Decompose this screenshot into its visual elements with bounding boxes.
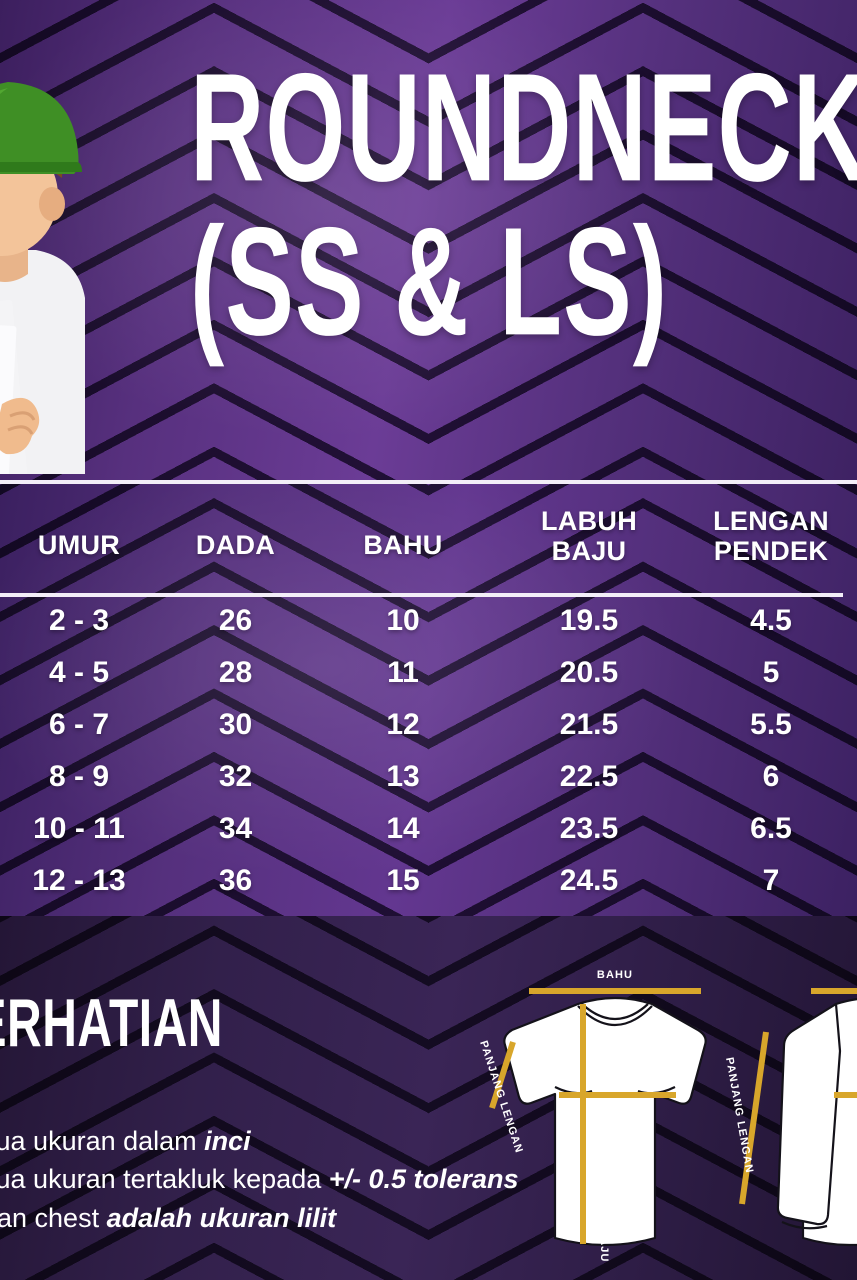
cell-labuh-baju: 20.5 <box>559 656 619 689</box>
cell-umur: 6 - 7 <box>48 708 110 741</box>
page-title: ROUNDNECK (SS & LS) <box>190 42 857 359</box>
cell-dada: 32 <box>218 760 253 793</box>
labuh-baju-measure-line <box>580 1004 586 1244</box>
column-header-bahu: BAHU <box>363 530 443 560</box>
mascot-illustration: z ak 2 <box>0 44 95 474</box>
notes-list: Semua ukuran dalam inci Semua ukuran ter… <box>0 1122 580 1237</box>
cell-umur: 4 - 5 <box>48 656 110 689</box>
label-bahu: BAHU <box>597 969 633 981</box>
cell-dada: 36 <box>218 864 253 897</box>
cell-bahu: 10 <box>386 604 420 637</box>
cell-labuh-baju: 24.5 <box>559 864 619 897</box>
title-line-2: (SS & LS) <box>190 196 668 368</box>
note-text: Semua ukuran tertakluk kepada <box>0 1164 322 1195</box>
note-item: Ukuran chest adalah ukuran lilit <box>0 1199 580 1237</box>
label-dada-2x: DADA 2X <box>594 1077 650 1089</box>
cell-bahu: 12 <box>386 708 420 741</box>
cell-umur: 10 - 11 <box>33 812 125 845</box>
note-emphasis: inci <box>204 1126 251 1156</box>
dada-measure-tick-long <box>834 1092 857 1098</box>
notes-heading: PERHATIAN <box>0 986 223 1062</box>
cell-dada: 30 <box>218 708 253 741</box>
note-item: Semua ukuran tertakluk kepada +/- 0.5 to… <box>0 1160 580 1198</box>
cell-umur: 8 - 9 <box>48 760 110 793</box>
divider-above-table-header <box>0 480 857 484</box>
cell-umur: 2 - 3 <box>48 604 110 637</box>
note-emphasis: +/- 0.5 tolerans <box>328 1164 519 1195</box>
column-header-dada: DADA <box>195 530 276 560</box>
cell-labuh-baju: 23.5 <box>559 812 619 845</box>
cell-dada: 26 <box>218 604 253 637</box>
cell-bahu: 13 <box>386 760 420 793</box>
cell-bahu: 11 <box>387 656 419 689</box>
dada-measure-line <box>559 1092 676 1098</box>
table-row: 10 - 11 34 14 23.5 6.5 <box>0 808 857 860</box>
table-row: 8 - 9 32 13 22.5 6 <box>0 756 857 808</box>
bahu-measure-bar <box>529 988 701 994</box>
panjang-lengan-measure-line-long <box>739 1031 769 1205</box>
panjang-lengan-measure-line-short <box>489 1041 516 1109</box>
cell-dada: 34 <box>218 812 253 845</box>
table-header-row: UMUR DADA BAHU LABUH BAJU LENGAN PENDEK <box>0 498 857 594</box>
cell-labuh-baju: 22.5 <box>559 760 619 793</box>
note-text: Semua ukuran dalam <box>0 1126 197 1156</box>
cell-umur: 12 - 13 <box>32 864 126 897</box>
note-item: Semua ukuran dalam inci <box>0 1122 580 1160</box>
table-row: 2 - 3 26 10 19.5 4.5 <box>0 600 857 652</box>
bahu-measure-bar-long <box>811 988 857 994</box>
cell-lengan-pendek: 4.5 <box>750 604 792 637</box>
cell-labuh-baju: 19.5 <box>559 604 619 637</box>
table-row: 6 - 7 30 12 21.5 5.5 <box>0 704 857 756</box>
cell-lengan-pendek: 6.5 <box>750 812 792 845</box>
divider-below-table-header <box>0 593 843 597</box>
cell-lengan-pendek: 7 <box>762 864 780 897</box>
cell-lengan-pendek: 5.5 <box>750 708 792 741</box>
table-body: 2 - 3 26 10 19.5 4.5 4 - 5 28 11 20.5 5 … <box>0 600 857 912</box>
column-header-umur: UMUR <box>37 530 121 560</box>
cell-bahu: 14 <box>386 812 420 845</box>
note-emphasis: adalah ukuran lilit <box>106 1202 337 1233</box>
table-row: 4 - 5 28 11 20.5 5 <box>0 652 857 704</box>
cell-lengan-pendek: 5 <box>762 656 780 689</box>
cell-dada: 28 <box>218 656 253 689</box>
column-header-labuh-baju: LABUH BAJU <box>541 506 637 567</box>
title-line-1: ROUNDNECK <box>190 42 857 215</box>
cell-labuh-baju: 21.5 <box>559 708 619 741</box>
label-panjang-lengan-long: PANJANG LENGAN <box>723 1056 755 1174</box>
label-labuh-baju: LABUH BAJU <box>598 1180 610 1263</box>
column-header-lengan-pendek: LENGAN PENDEK <box>713 506 829 567</box>
note-text: Ukuran chest <box>0 1202 100 1233</box>
cell-bahu: 15 <box>386 864 420 897</box>
table-row: 12 - 13 36 15 24.5 7 <box>0 860 857 912</box>
cell-lengan-pendek: 6 <box>762 760 780 793</box>
shirt-measurement-diagram: BAHU LABUH BAJU DADA 2X PANJANG LENGAN <box>470 950 857 1280</box>
size-table: UMUR DADA BAHU LABUH BAJU LENGAN PENDEK … <box>0 484 857 916</box>
